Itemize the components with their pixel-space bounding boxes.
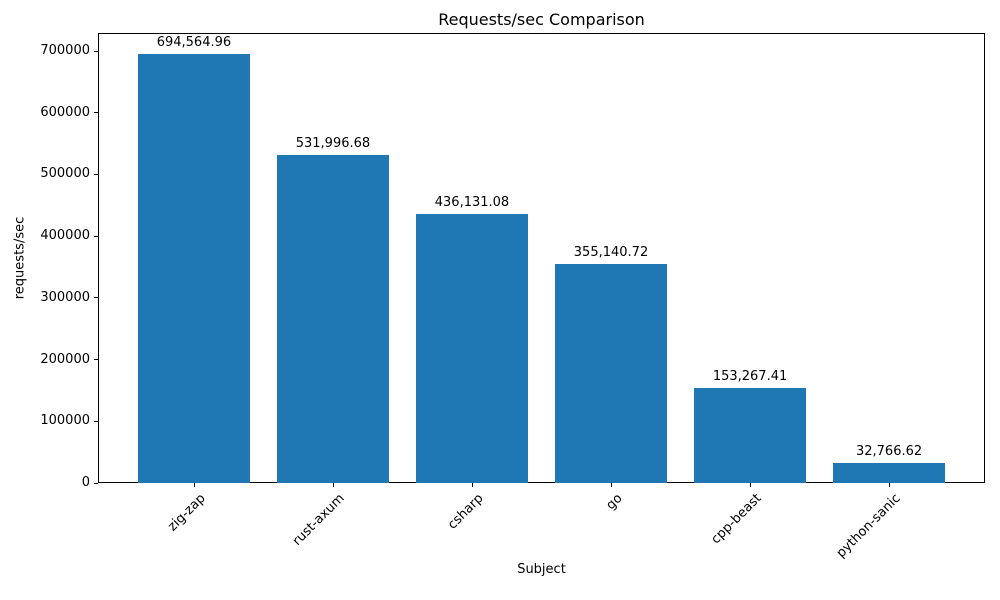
x-tick-label: cpp-beast bbox=[708, 491, 765, 548]
x-tick-mark bbox=[611, 483, 612, 487]
bar bbox=[277, 154, 389, 483]
y-tick-mark bbox=[94, 50, 98, 52]
x-tick-mark bbox=[332, 483, 334, 487]
y-tick-mark bbox=[94, 112, 98, 114]
bar bbox=[416, 213, 528, 483]
bar-value-label: 153,267.41 bbox=[712, 369, 788, 385]
bar bbox=[694, 388, 806, 483]
bar-value-label: 32,766.62 bbox=[855, 443, 923, 459]
bar-value-label: 355,140.72 bbox=[573, 244, 649, 260]
x-axis-label: Subject bbox=[517, 562, 566, 577]
y-tick-label: 600000 bbox=[40, 104, 90, 120]
x-tick-label: python-sanic bbox=[833, 491, 904, 561]
bar bbox=[138, 54, 250, 483]
y-tick-label: 100000 bbox=[40, 413, 90, 429]
x-tick-label: go bbox=[603, 491, 626, 514]
x-tick-mark bbox=[193, 483, 195, 487]
y-tick-mark bbox=[94, 359, 98, 361]
x-tick-label: csharp bbox=[445, 491, 487, 533]
x-tick-mark bbox=[889, 483, 891, 487]
x-tick-label: zig-zap bbox=[165, 491, 209, 535]
x-tick-mark bbox=[471, 483, 473, 487]
bar-value-label: 531,996.68 bbox=[295, 135, 371, 151]
chart-title: Requests/sec Comparison bbox=[438, 10, 645, 29]
y-tick-label: 500000 bbox=[40, 166, 90, 182]
x-tick-label: rust-axum bbox=[289, 491, 348, 549]
y-tick-label: 700000 bbox=[40, 43, 90, 59]
bar-value-label: 694,564.96 bbox=[156, 35, 232, 51]
y-tick-label: 400000 bbox=[40, 228, 90, 244]
bar bbox=[555, 263, 667, 483]
bar bbox=[833, 462, 945, 483]
y-tick-label: 200000 bbox=[40, 351, 90, 367]
y-tick-mark bbox=[94, 482, 98, 484]
y-tick-mark bbox=[94, 420, 98, 422]
y-tick-mark bbox=[94, 297, 98, 299]
y-tick-label: 300000 bbox=[40, 289, 90, 305]
y-tick-mark bbox=[94, 235, 98, 237]
x-tick-mark bbox=[750, 483, 752, 487]
bar-value-label: 436,131.08 bbox=[434, 194, 510, 210]
y-tick-label: 0 bbox=[81, 475, 90, 490]
y-tick-mark bbox=[94, 173, 98, 175]
